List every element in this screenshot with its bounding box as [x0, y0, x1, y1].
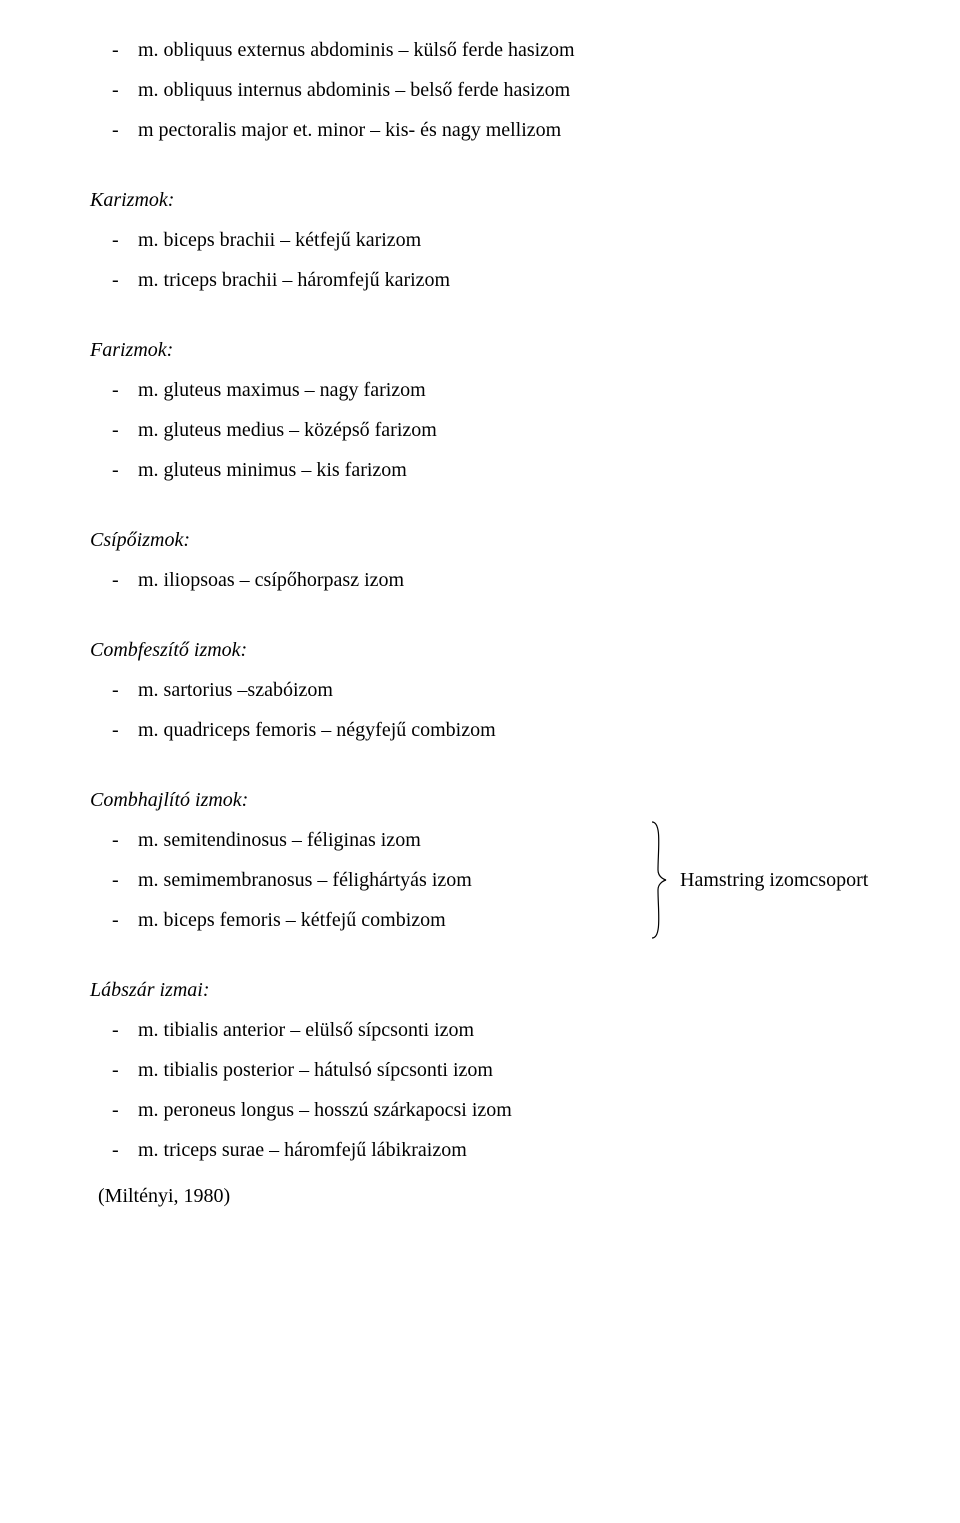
intro-section: - m. obliquus externus abdominis – külső…: [90, 30, 870, 150]
hyphen-bullet-icon: -: [90, 70, 138, 110]
hyphen-bullet-icon: -: [90, 1090, 138, 1130]
list-item-text: m. tibialis posterior – hátulsó sípcsont…: [138, 1050, 870, 1090]
list-item-text: m. obliquus externus abdominis – külső f…: [138, 30, 870, 70]
citation: (Miltényi, 1980): [90, 1176, 870, 1216]
combfeszito-list: - m. sartorius –szabóizom - m. quadricep…: [90, 670, 870, 750]
hyphen-bullet-icon: -: [90, 860, 138, 900]
hyphen-bullet-icon: -: [90, 260, 138, 300]
list-item-text: m. biceps brachii – kétfejű karizom: [138, 220, 870, 260]
list-item: - m. gluteus maximus – nagy farizom: [90, 370, 870, 410]
hyphen-bullet-icon: -: [90, 30, 138, 70]
combfeszito-section: Combfeszítő izmok: - m. sartorius –szabó…: [90, 630, 870, 750]
list-item: - m. quadriceps femoris – négyfejű combi…: [90, 710, 870, 750]
list-item: - m. obliquus externus abdominis – külső…: [90, 30, 870, 70]
list-item: - m. peroneus longus – hosszú szárkapocs…: [90, 1090, 870, 1130]
section-heading: Farizmok:: [90, 330, 870, 370]
section-heading: Combhajlító izmok:: [90, 780, 870, 820]
section-heading: Karizmok:: [90, 180, 870, 220]
section-heading: Csípőizmok:: [90, 520, 870, 560]
list-item-text: m. triceps surae – háromfejű lábikraizom: [138, 1130, 870, 1170]
list-item-text: m. gluteus minimus – kis farizom: [138, 450, 870, 490]
hyphen-bullet-icon: -: [90, 710, 138, 750]
karizmok-list: - m. biceps brachii – kétfejű karizom - …: [90, 220, 870, 300]
bracket-label: Hamstring izomcsoport: [668, 860, 868, 900]
karizmok-section: Karizmok: - m. biceps brachii – kétfejű …: [90, 180, 870, 300]
list-item: - m pectoralis major et. minor – kis- és…: [90, 110, 870, 150]
farizmok-section: Farizmok: - m. gluteus maximus – nagy fa…: [90, 330, 870, 490]
hyphen-bullet-icon: -: [90, 1010, 138, 1050]
list-item-text: m. triceps brachii – háromfejű karizom: [138, 260, 870, 300]
list-item-text: m. tibialis anterior – elülső sípcsonti …: [138, 1010, 870, 1050]
section-heading: Combfeszítő izmok:: [90, 630, 870, 670]
list-item-text: m. quadriceps femoris – négyfejű combizo…: [138, 710, 870, 750]
intro-list: - m. obliquus externus abdominis – külső…: [90, 30, 870, 150]
section-heading: Lábszár izmai:: [90, 970, 870, 1010]
csipoizmok-list: - m. iliopsoas – csípőhorpasz izom: [90, 560, 870, 600]
hyphen-bullet-icon: -: [90, 110, 138, 150]
list-item-text: m. sartorius –szabóizom: [138, 670, 870, 710]
farizmok-list: - m. gluteus maximus – nagy farizom - m.…: [90, 370, 870, 490]
list-item-text: m. peroneus longus – hosszú szárkapocsi …: [138, 1090, 870, 1130]
hyphen-bullet-icon: -: [90, 220, 138, 260]
list-item: - m. gluteus minimus – kis farizom: [90, 450, 870, 490]
hyphen-bullet-icon: -: [90, 450, 138, 490]
list-item-text: m pectoralis major et. minor – kis- és n…: [138, 110, 870, 150]
list-item: - m. gluteus medius – középső farizom: [90, 410, 870, 450]
labszar-list: - m. tibialis anterior – elülső sípcsont…: [90, 1010, 870, 1170]
hyphen-bullet-icon: -: [90, 820, 138, 860]
hyphen-bullet-icon: -: [90, 560, 138, 600]
hyphen-bullet-icon: -: [90, 1130, 138, 1170]
list-item: - m. biceps brachii – kétfejű karizom: [90, 220, 870, 260]
combhajlito-section: Combhajlító izmok: - m. semitendinosus –…: [90, 780, 870, 940]
list-item: - m. iliopsoas – csípőhorpasz izom: [90, 560, 870, 600]
list-item: - m. triceps brachii – háromfejű karizom: [90, 260, 870, 300]
list-item-text: m. gluteus medius – középső farizom: [138, 410, 870, 450]
list-item: - m. triceps surae – háromfejű lábikraiz…: [90, 1130, 870, 1170]
list-item-text: m. iliopsoas – csípőhorpasz izom: [138, 560, 870, 600]
csipoizmok-section: Csípőizmok: - m. iliopsoas – csípőhorpas…: [90, 520, 870, 600]
curly-bracket-icon: [650, 820, 668, 940]
list-item: - m. tibialis posterior – hátulsó sípcso…: [90, 1050, 870, 1090]
hyphen-bullet-icon: -: [90, 410, 138, 450]
hyphen-bullet-icon: -: [90, 370, 138, 410]
list-item: - m. sartorius –szabóizom: [90, 670, 870, 710]
hyphen-bullet-icon: -: [90, 670, 138, 710]
list-item: - m. tibialis anterior – elülső sípcsont…: [90, 1010, 870, 1050]
hyphen-bullet-icon: -: [90, 900, 138, 940]
hyphen-bullet-icon: -: [90, 1050, 138, 1090]
list-item-text: m. obliquus internus abdominis – belső f…: [138, 70, 870, 110]
hamstring-bracket-group: Hamstring izomcsoport: [650, 820, 880, 940]
list-item-text: m. gluteus maximus – nagy farizom: [138, 370, 870, 410]
list-item: - m. obliquus internus abdominis – belső…: [90, 70, 870, 110]
labszar-section: Lábszár izmai: - m. tibialis anterior – …: [90, 970, 870, 1170]
